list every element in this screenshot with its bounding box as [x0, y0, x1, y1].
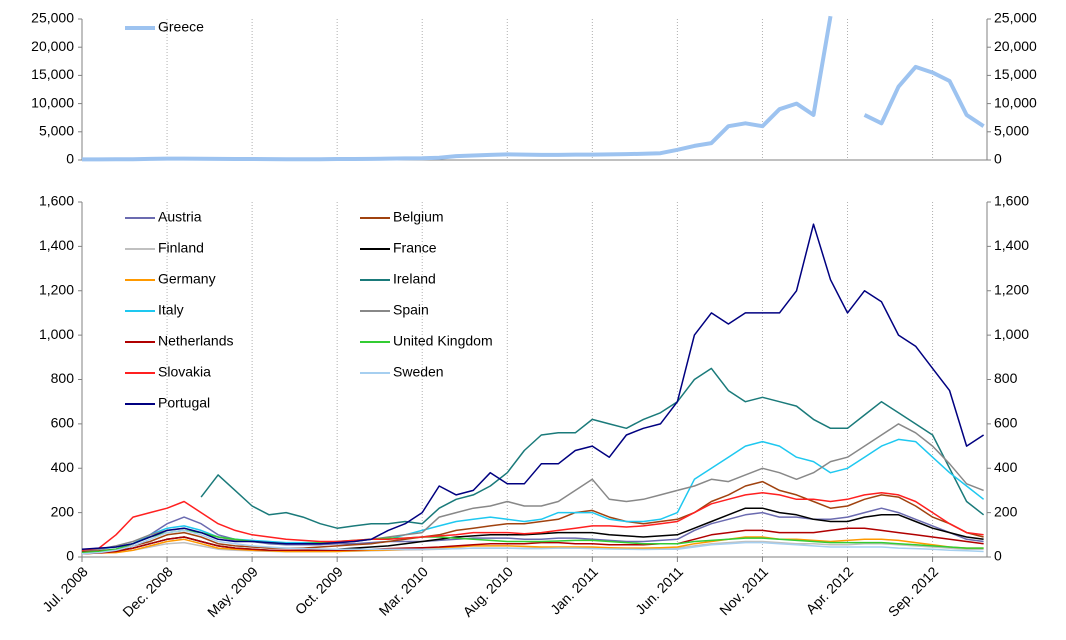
legend-label: Sweden — [393, 364, 444, 380]
series-line — [81, 527, 984, 555]
y-tick-label: 5,000 — [39, 123, 74, 139]
y2-tick-label: 25,000 — [994, 10, 1037, 26]
y2-tick-label: 1,200 — [994, 281, 1029, 297]
series-line — [81, 423, 984, 552]
series-line — [81, 529, 984, 555]
y2-tick-label: 0 — [994, 151, 1002, 167]
legend-label: Germany — [158, 271, 216, 287]
legend-label: Slovakia — [158, 364, 211, 380]
y2-tick-label: 1,000 — [994, 326, 1029, 342]
legend-label: Greece — [158, 19, 204, 35]
y-tick-label: 600 — [51, 415, 75, 431]
y-tick-label: 1,400 — [39, 237, 74, 253]
y2-tick-label: 200 — [994, 503, 1018, 519]
y-tick-label: 1,600 — [39, 193, 74, 209]
x-tick-label: Dec. 2008 — [119, 563, 176, 620]
x-tick-label: Nov. 2011 — [716, 563, 771, 618]
y-tick-label: 1,000 — [39, 326, 74, 342]
y-tick-label: 25,000 — [31, 10, 74, 26]
legend-label: United Kingdom — [393, 333, 493, 349]
legend-label: Ireland — [393, 271, 436, 287]
x-tick-label: May. 2009 — [204, 563, 261, 620]
legend-label: France — [393, 240, 437, 256]
y-tick-label: 0 — [66, 548, 74, 564]
series-line — [81, 536, 984, 555]
y2-tick-label: 10,000 — [994, 94, 1037, 110]
y-tick-label: 400 — [51, 459, 75, 475]
y2-tick-label: 400 — [994, 459, 1018, 475]
y-tick-label: 200 — [51, 503, 75, 519]
x-tick-label: Apr. 2012 — [803, 563, 857, 617]
y2-tick-label: 0 — [994, 548, 1002, 564]
y2-tick-label: 20,000 — [994, 38, 1037, 54]
series-line — [200, 367, 985, 529]
legend-label: Austria — [158, 209, 202, 225]
legend-label: Finland — [158, 240, 204, 256]
legend-label: Belgium — [393, 209, 444, 225]
y-tick-label: 1,200 — [39, 281, 74, 297]
y2-tick-label: 15,000 — [994, 66, 1037, 82]
y-tick-label: 15,000 — [31, 66, 74, 82]
x-tick-label: Sep. 2012 — [885, 563, 942, 620]
y-tick-label: 800 — [51, 370, 75, 386]
x-tick-label: Jun. 2011 — [632, 563, 686, 617]
x-tick-label: Oct. 2009 — [292, 563, 346, 617]
y2-tick-label: 1,600 — [994, 193, 1029, 209]
y2-tick-label: 1,400 — [994, 237, 1029, 253]
y-tick-label: 10,000 — [31, 94, 74, 110]
y-tick-label: 0 — [66, 151, 74, 167]
y-tick-label: 20,000 — [31, 38, 74, 54]
series-line — [81, 480, 984, 553]
legend-label: Portugal — [158, 395, 210, 411]
series-line — [81, 491, 984, 552]
y2-tick-label: 600 — [994, 415, 1018, 431]
y2-tick-label: 5,000 — [994, 123, 1029, 139]
series-line — [81, 529, 984, 554]
legend-label: Spain — [393, 302, 429, 318]
legend-label: Netherlands — [158, 333, 234, 349]
legend-label: Italy — [158, 302, 184, 318]
x-tick-label: Jul. 2008 — [39, 563, 91, 615]
y2-tick-label: 800 — [994, 370, 1018, 386]
x-tick-label: Mar. 2010 — [376, 563, 431, 618]
series-line — [82, 15, 985, 162]
series-line — [81, 223, 985, 550]
x-tick-label: Aug. 2010 — [460, 563, 517, 620]
x-tick-label: Jan. 2011 — [547, 563, 601, 617]
